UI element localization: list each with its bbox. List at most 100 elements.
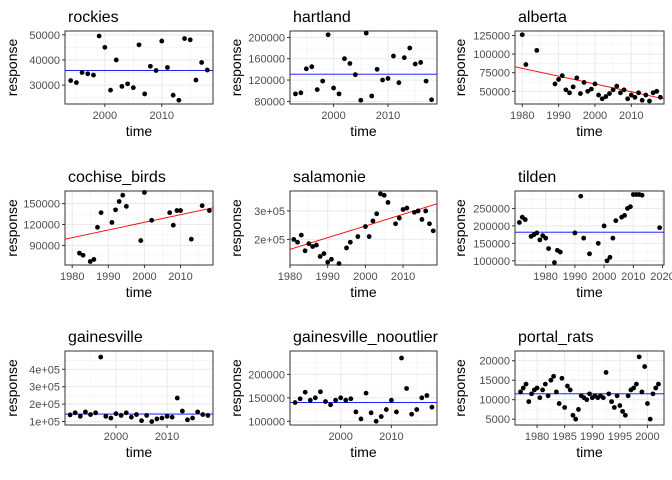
data-point — [195, 409, 201, 415]
data-point — [415, 208, 421, 214]
data-point — [378, 414, 384, 419]
data-point — [383, 407, 389, 412]
y-tick-label: 3e+05 — [254, 206, 285, 218]
data-point — [519, 32, 525, 38]
data-point — [381, 192, 387, 198]
x-tick-label: 2000 — [321, 110, 345, 122]
data-point — [336, 91, 342, 97]
data-point — [159, 38, 165, 44]
data-point — [565, 383, 570, 389]
plot-border — [64, 350, 214, 426]
x-tick-label: 2000 — [635, 431, 659, 443]
data-point — [329, 256, 334, 262]
data-point — [176, 97, 182, 103]
data-point — [130, 85, 136, 91]
data-point — [374, 211, 380, 217]
x-tick-label: 2010 — [376, 110, 400, 122]
data-point — [363, 390, 369, 396]
x-tick-label: 2010 — [155, 431, 179, 443]
y-axis-label: response — [4, 199, 20, 257]
y-tick-label: 20000 — [479, 356, 510, 368]
y-tick-label: 90000 — [29, 240, 60, 252]
y-tick-label: 15000 — [479, 375, 510, 387]
data-point — [592, 81, 598, 87]
plot-border — [289, 190, 438, 266]
data-point — [88, 412, 93, 417]
data-point — [634, 381, 639, 387]
data-point — [331, 85, 336, 91]
panel-title: salamonie — [293, 169, 366, 186]
panel-hartland: 2000 2010 80000 120000 160000 200000 hartland t… — [228, 9, 438, 139]
panel-alberta: 1980 1990 2000 2010 50000 75000 100000 125000 al… — [452, 9, 665, 139]
data-point — [546, 246, 551, 251]
data-point — [391, 53, 396, 59]
data-point — [610, 87, 616, 93]
data-point — [551, 373, 557, 379]
data-point — [567, 90, 572, 96]
x-axis-label: time — [126, 444, 153, 460]
x-axis-label: time — [126, 123, 153, 139]
data-point — [91, 72, 96, 78]
data-point — [317, 254, 323, 259]
data-point — [621, 87, 627, 93]
x-tick-label: 1980 — [60, 271, 84, 283]
data-point — [610, 235, 616, 241]
data-point — [581, 235, 587, 241]
data-point — [548, 377, 554, 383]
data-point — [653, 385, 659, 391]
data-point — [632, 94, 638, 100]
data-point — [336, 261, 342, 266]
data-point — [636, 354, 642, 360]
plot-border — [64, 30, 214, 105]
x-tick-label: 2010 — [379, 431, 403, 443]
data-point — [404, 386, 409, 391]
data-point — [303, 66, 309, 72]
x-tick-label: 2010 — [621, 271, 645, 283]
data-point — [295, 239, 300, 245]
data-point — [307, 397, 313, 403]
y-tick-label: 200000 — [248, 369, 285, 381]
data-point — [429, 404, 435, 410]
panel-tilden: 1980 1990 2000 2010 2020 100000 150000 200000 25… — [452, 169, 672, 300]
y-tick-label: 150000 — [23, 199, 60, 211]
data-point — [622, 412, 628, 418]
y-tick-label: 80000 — [254, 96, 285, 108]
data-point — [526, 399, 532, 405]
data-point — [320, 78, 326, 84]
data-point — [650, 391, 656, 397]
y-axis-label: response — [452, 38, 468, 96]
data-point — [563, 87, 569, 93]
y-tick-label: 10000 — [479, 395, 510, 407]
data-point — [578, 91, 583, 96]
data-point — [412, 61, 418, 67]
data-point — [368, 410, 374, 416]
x-tick-label: 2020 — [650, 271, 672, 283]
data-point — [628, 204, 633, 210]
y-tick-label: 150000 — [248, 393, 285, 405]
data-point — [556, 77, 562, 82]
data-point — [318, 389, 323, 395]
data-point — [600, 395, 606, 401]
data-point — [193, 77, 199, 83]
data-point — [309, 64, 315, 70]
plot-background — [65, 191, 213, 265]
panel-title: cochise_birds — [68, 169, 166, 186]
data-point — [570, 84, 576, 90]
data-point — [87, 259, 93, 264]
data-point — [170, 92, 176, 98]
data-point — [606, 391, 612, 397]
data-point — [358, 97, 364, 103]
plot-border — [289, 350, 438, 426]
x-tick-label: 1990 — [96, 271, 120, 283]
data-point — [529, 391, 534, 397]
data-point — [298, 90, 304, 96]
y-tick-label: 160000 — [248, 54, 285, 66]
data-point — [358, 416, 364, 422]
y-tick-label: 150000 — [473, 238, 510, 250]
y-tick-label: 250000 — [473, 203, 510, 215]
x-tick-label: 2000 — [353, 271, 377, 283]
data-point — [639, 97, 645, 103]
data-point — [108, 87, 113, 93]
data-point — [607, 91, 612, 96]
y-tick-label: 30000 — [29, 80, 60, 92]
